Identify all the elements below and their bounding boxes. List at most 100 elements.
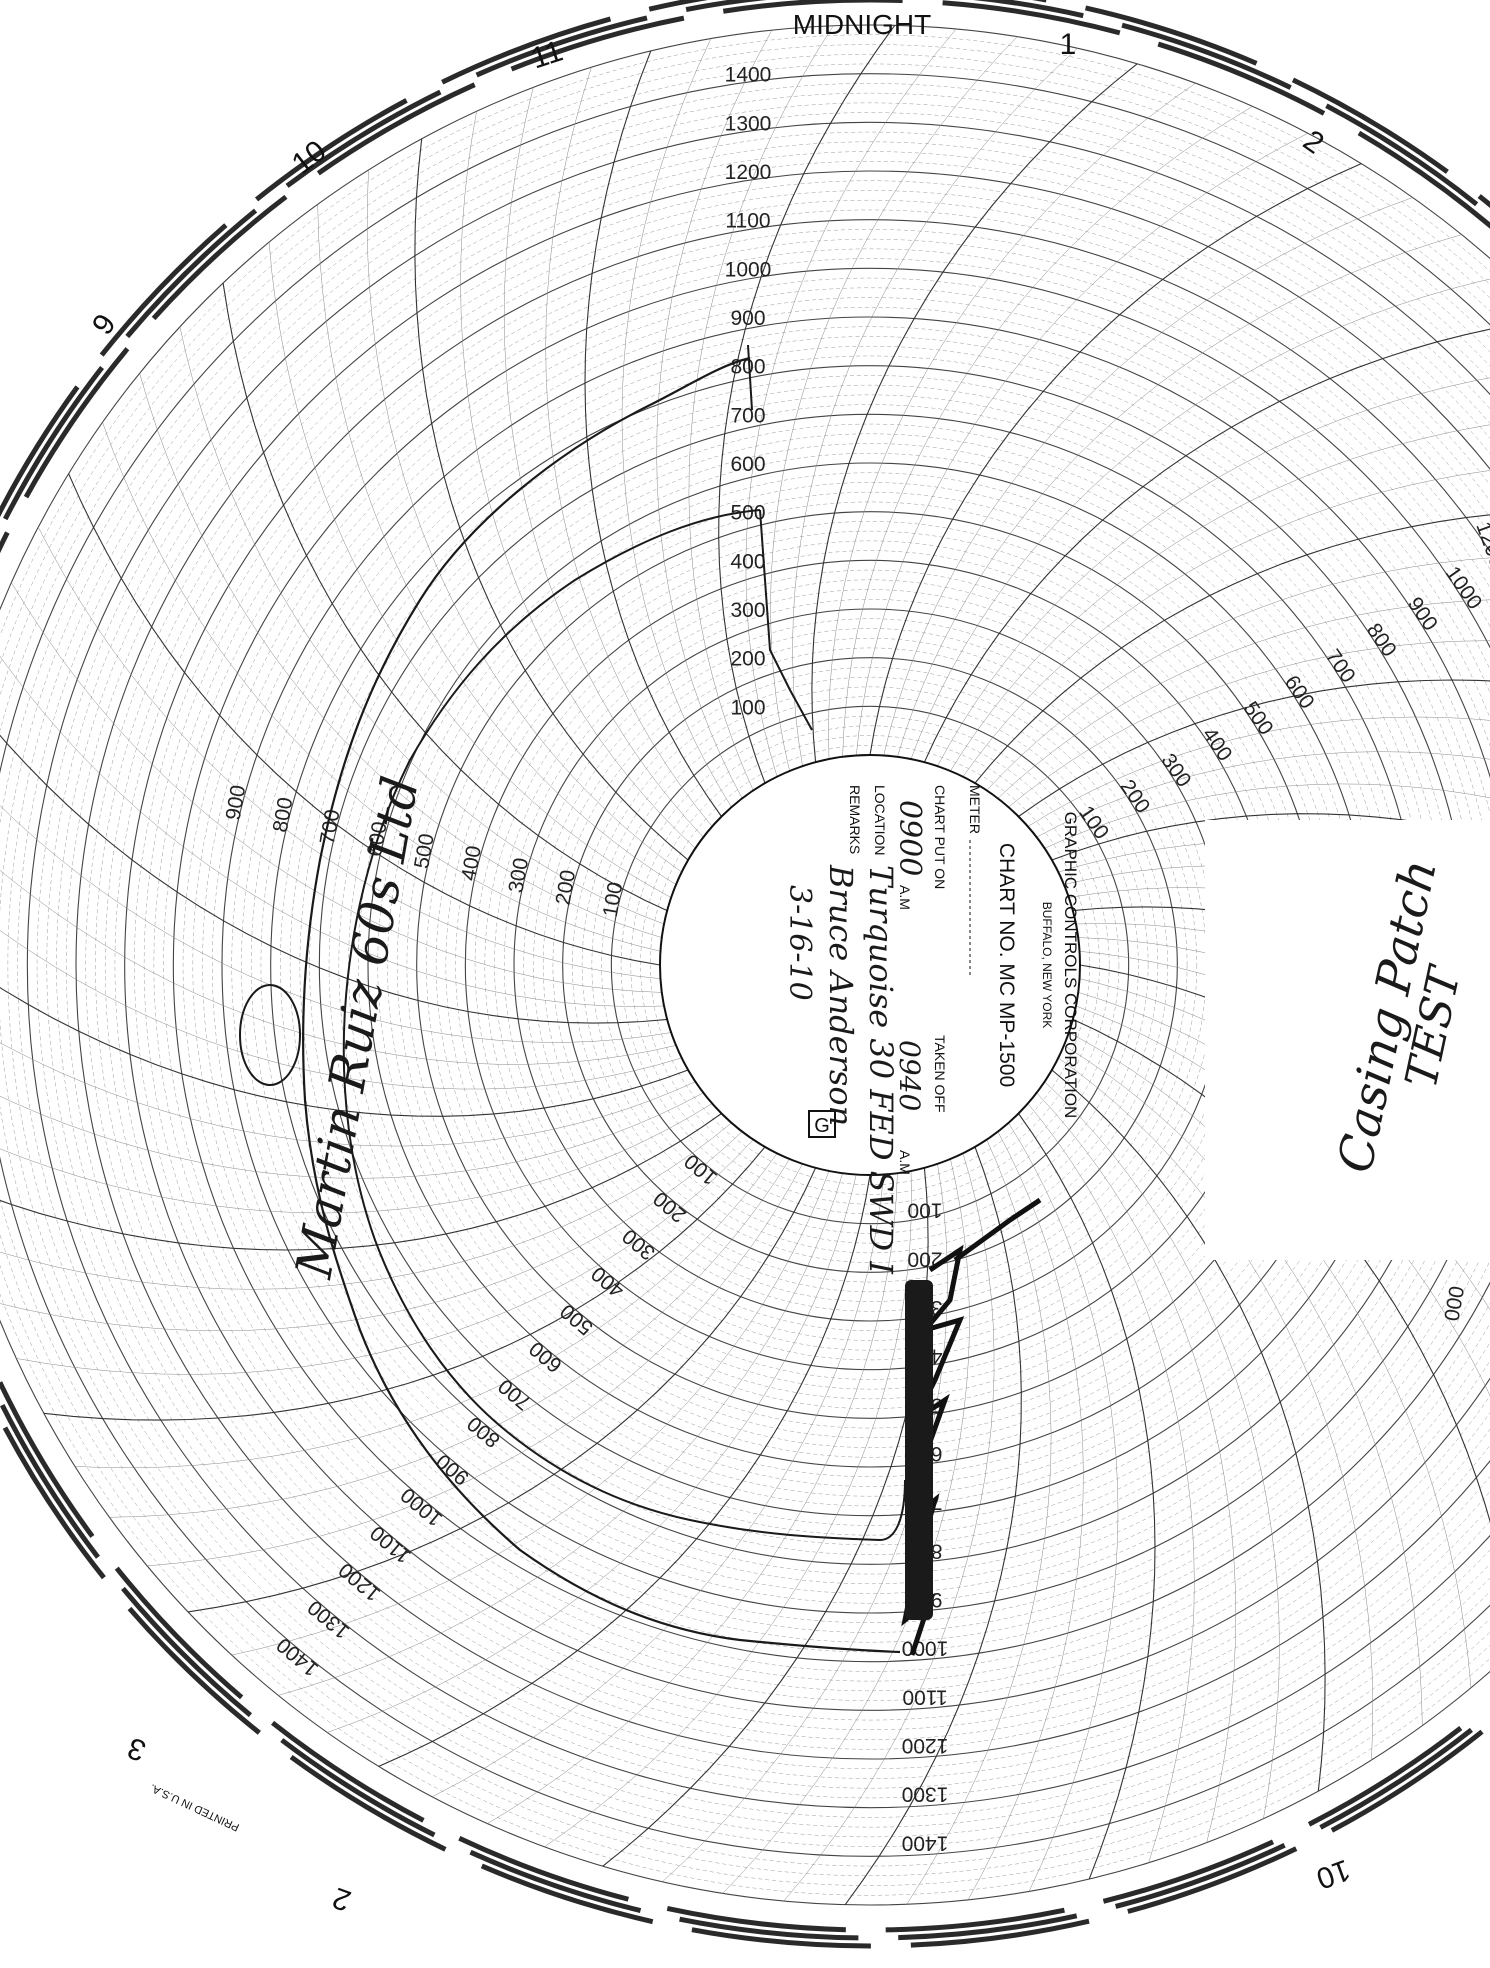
scale-label-bottom: 1400 (902, 1831, 949, 1854)
center-disc (659, 754, 1081, 1176)
time-arc-hour (378, 1174, 871, 1767)
time-arc-minor (967, 1131, 1084, 1901)
scale-label-right: 600 (1280, 671, 1319, 713)
am-label-2: A.M (897, 1150, 913, 1175)
time-arc-minor (0, 1042, 696, 1147)
time-arc-minor (937, 377, 1490, 767)
time-arc-hour (974, 514, 1490, 784)
grid-ring-minor (601, 696, 1139, 1234)
pressure-trace-inner (342, 509, 906, 1542)
grid-ring-minor (591, 686, 1149, 1244)
location-value: Turquoise 30 FED SWD I (862, 865, 900, 1275)
time-arc-minor (147, 1163, 803, 1567)
scale-label-right: 1000 (1441, 562, 1487, 613)
time-arc-minor (910, 278, 1490, 760)
scale-label-diagonal: 200 (649, 1187, 691, 1227)
printed-in-usa: PRINTED IN U.S.A. (148, 1781, 241, 1833)
grid-ring-minor (212, 307, 1490, 1623)
time-arc-minor (109, 1158, 790, 1518)
time-arc-minor (16, 1139, 754, 1375)
location-label: LOCATION (872, 785, 888, 856)
grid-ring-minor (620, 715, 1120, 1215)
chart-number: CHART NO. MC MP-1500 (995, 843, 1018, 1087)
hour-label-midnight: MIDNIGHT (793, 9, 931, 40)
time-arc-minor (1036, 1092, 1237, 1843)
time-arc-minor (366, 169, 682, 873)
chart-put-on-time: 0900 (892, 800, 927, 876)
taken-off-time: 0940 (893, 1040, 926, 1111)
scale-label-left: 100 (599, 880, 628, 919)
time-arc-hour (811, 63, 1138, 763)
grid-ring-minor (231, 326, 1490, 1604)
center-label-disc: G GRAPHIC CONTROLS CORPORATION BUFFALO, … (659, 754, 1081, 1275)
time-arc-minor (883, 197, 1413, 756)
time-arc-minor (897, 234, 1462, 757)
scale-label-right: 900 (1403, 593, 1442, 635)
remarks-label: REMARKS (847, 785, 863, 854)
time-arc-minor (460, 111, 696, 849)
time-arc-minor (327, 1174, 857, 1733)
grid-ring-minor (581, 676, 1159, 1254)
grid-ring-major (610, 705, 1130, 1225)
grid-ring-minor (183, 278, 1490, 1652)
time-arc-minor (0, 1122, 732, 1290)
time-arc-minor (0, 655, 665, 1007)
time-arc-minor (503, 87, 704, 838)
scale-label-diagonal: 700 (494, 1374, 536, 1414)
time-arc-hour (43, 1146, 766, 1421)
time-arc-hour (222, 282, 668, 912)
time-arc-minor (1008, 640, 1490, 808)
chart-grid (0, 24, 1490, 1906)
time-arc-hour (844, 1146, 1022, 1906)
grid-ring-minor (56, 151, 1490, 1779)
scale-label-top: 900 (730, 307, 765, 330)
taken-off-label: TAKEN OFF (932, 1035, 948, 1113)
grid-ring-minor (114, 209, 1490, 1721)
time-arc-minor (906, 1139, 1052, 1905)
time-arc-minor (545, 67, 713, 827)
time-arc-minor (950, 424, 1490, 772)
side-note-paper (1205, 820, 1490, 1260)
scale-label-top: 1300 (725, 112, 772, 135)
center-printed-block: G GRAPHIC CONTROLS CORPORATION BUFFALO, … (782, 785, 1080, 1275)
scale-label-bottom: 1100 (902, 1685, 947, 1708)
time-arc-minor (656, 29, 773, 799)
time-arc-hour (187, 1167, 817, 1613)
grid-ring-minor (153, 248, 1490, 1682)
grid-ring-major (124, 219, 1490, 1711)
time-arc-minor (722, 1158, 970, 1894)
grid-ring-minor (202, 297, 1490, 1633)
time-arc-hour (869, 163, 1362, 756)
grid-ring-minor (650, 745, 1090, 1185)
time-arc-minor (139, 373, 662, 938)
time-arc-minor (0, 805, 672, 1043)
scale-label-top: 500 (730, 502, 765, 525)
grid-ring-major (0, 73, 1490, 1857)
pressure-trace-outer (302, 356, 901, 1654)
time-arc-minor (1027, 1103, 1195, 1863)
time-arc-minor (856, 132, 1309, 756)
hour-label-10-bottom: 10 (1312, 1853, 1355, 1895)
time-arc-minor (0, 1131, 743, 1332)
scale-label-diagonal: 1000 (396, 1483, 447, 1531)
scale-label-top: 1200 (725, 161, 772, 184)
time-arc-minor (231, 1170, 830, 1656)
time-arc-hour (414, 138, 689, 861)
time-arc-minor (770, 36, 1018, 772)
time-arc-hour (923, 328, 1490, 763)
time-arc-minor (986, 557, 1490, 791)
scale-label-top: 700 (730, 404, 765, 427)
time-arc-minor (0, 1103, 713, 1214)
scale-label-left: 400 (457, 844, 486, 883)
scale-label-top: 1400 (725, 64, 772, 87)
time-arc-minor (278, 1173, 843, 1696)
scale-label-right: 200 (1115, 776, 1154, 818)
time-arc-hour (68, 473, 661, 966)
scale-label-top: 400 (730, 550, 765, 573)
hour-label-2-bottom: 2 (328, 1881, 355, 1918)
trace-vertical-top (747, 344, 813, 731)
grid-ring-minor (241, 336, 1490, 1594)
time-arc-hour (1018, 679, 1490, 817)
time-arc-hour (584, 50, 722, 817)
